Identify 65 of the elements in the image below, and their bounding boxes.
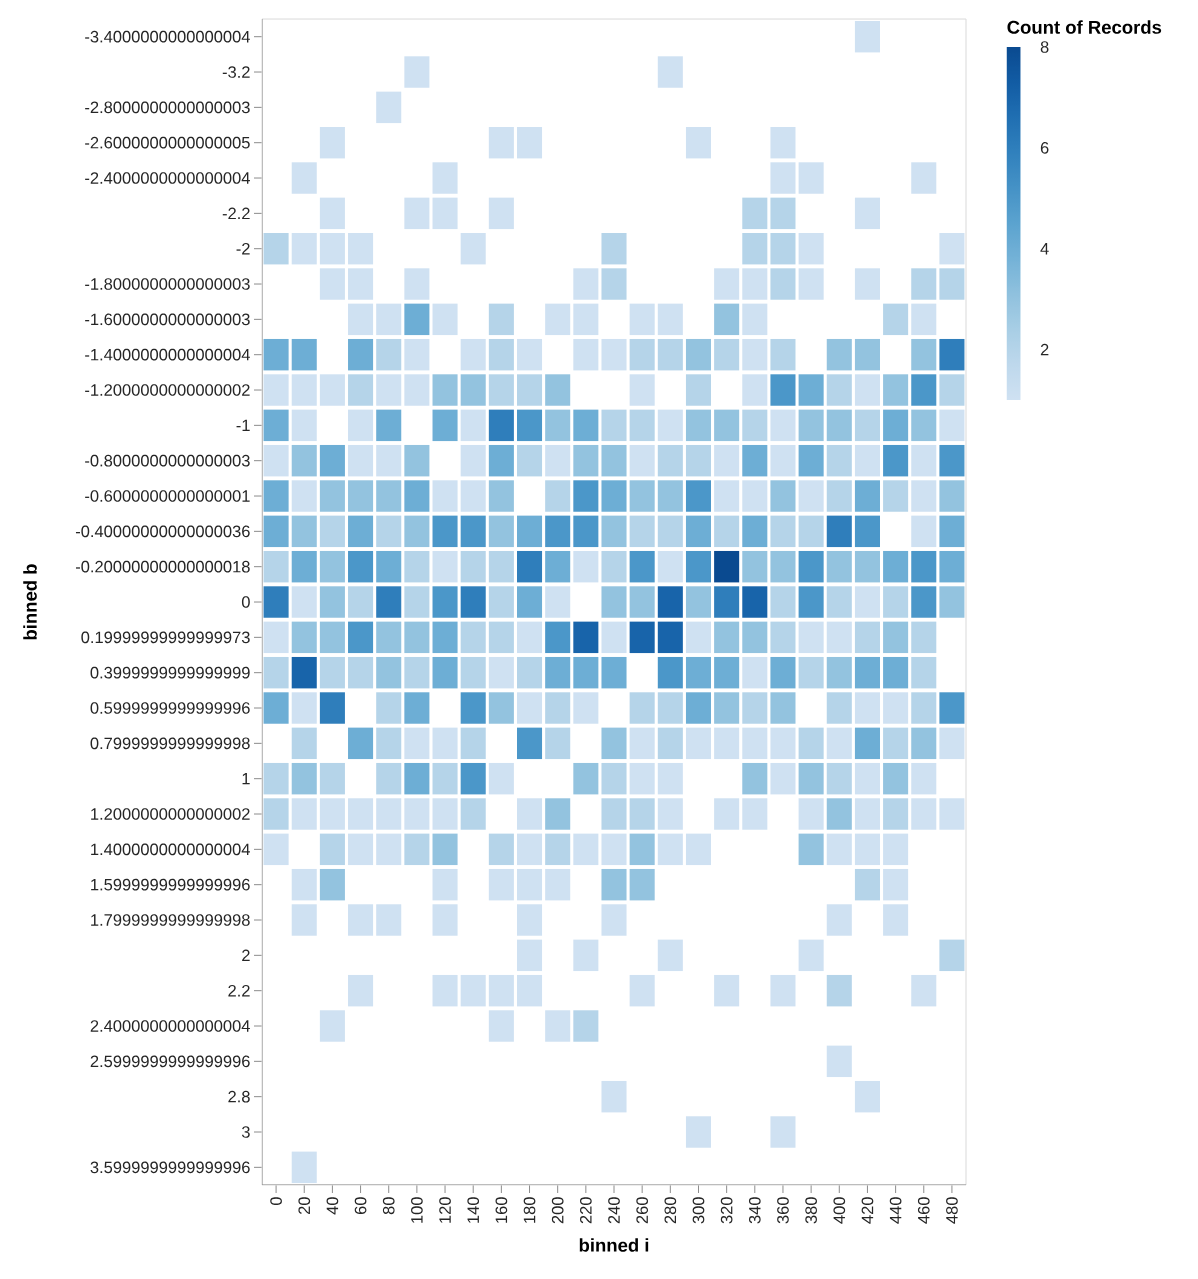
y-tick-label: -2 xyxy=(236,242,250,255)
x-tick-label: 460 xyxy=(917,1197,930,1224)
color-bar-label: 2 xyxy=(1040,343,1049,356)
x-tick-label: 480 xyxy=(946,1197,958,1224)
y-tick-label: 0.3999999999999999 xyxy=(90,666,250,679)
x-tick-label: 440 xyxy=(889,1197,902,1224)
x-tick-label: 320 xyxy=(720,1197,733,1224)
y-tick-label: 1.2000000000000002 xyxy=(91,808,250,820)
y-tick-label: -0.8000000000000003 xyxy=(85,454,250,467)
y-tick-label: -0.40000000000000036 xyxy=(75,525,250,538)
x-axis-title: binned i xyxy=(579,1238,649,1252)
x-tick-label: 40 xyxy=(326,1197,339,1215)
y-tick-label: 1.7999999999999998 xyxy=(91,914,250,926)
x-tick-label: 360 xyxy=(777,1197,789,1224)
y-tick-label: 0.5999999999999996 xyxy=(90,702,250,714)
x-tick-label: 200 xyxy=(551,1197,564,1224)
x-tick-label: 180 xyxy=(523,1197,536,1223)
x-tick-label: 220 xyxy=(580,1197,592,1224)
x-tick-label: 160 xyxy=(495,1197,508,1223)
y-tick-label: 0.7999999999999998 xyxy=(90,737,250,750)
y-tick-label: 1.5999999999999996 xyxy=(91,878,250,891)
y-tick-label: -2.6000000000000005 xyxy=(85,136,250,149)
y-tick-label: 0 xyxy=(241,596,250,608)
x-tick-label: 400 xyxy=(833,1197,846,1224)
y-tick-label: -1 xyxy=(236,419,250,432)
y-tick-label: -1.8000000000000003 xyxy=(85,278,250,290)
color-bar-title: Count of Records xyxy=(1007,20,1162,34)
x-tick-label: 280 xyxy=(664,1197,677,1224)
color-bar-label: 8 xyxy=(1040,41,1049,53)
y-tick-label: 2.2 xyxy=(228,984,250,997)
y-axis-title: binned b xyxy=(23,564,37,640)
x-tick-label: 340 xyxy=(748,1197,761,1224)
x-tick-label: 60 xyxy=(354,1197,367,1215)
color-bar-label: 4 xyxy=(1040,243,1049,255)
x-tick-label: 380 xyxy=(805,1197,817,1224)
y-tick-label: 1.4000000000000004 xyxy=(91,843,250,856)
y-tick-label: 2.4000000000000004 xyxy=(90,1020,250,1032)
x-tick-label: 100 xyxy=(411,1197,423,1223)
x-tick-label: 20 xyxy=(298,1197,311,1215)
y-tick-label: 2.8 xyxy=(228,1090,250,1103)
y-tick-label: -1.6000000000000003 xyxy=(85,313,250,326)
y-tick-label: 0.19999999999999973 xyxy=(81,631,250,644)
y-tick-label: -2.2 xyxy=(222,207,250,220)
x-tick-label: 240 xyxy=(608,1197,620,1224)
color-bar-label: 6 xyxy=(1040,142,1049,154)
y-tick-label: 1 xyxy=(242,772,250,785)
x-tick-label: 300 xyxy=(692,1197,705,1224)
y-tick-label: 2.5999999999999996 xyxy=(90,1055,250,1068)
y-tick-label: -3.4000000000000004 xyxy=(85,30,250,43)
x-tick-label: 420 xyxy=(861,1197,874,1224)
x-tick-label: 260 xyxy=(636,1197,648,1224)
y-tick-label: -0.6000000000000001 xyxy=(85,490,250,502)
y-tick-label: -0.20000000000000018 xyxy=(75,560,250,573)
y-tick-label: -1.4000000000000004 xyxy=(85,348,250,361)
x-tick-label: 0 xyxy=(270,1197,282,1206)
y-tick-label: -1.2000000000000002 xyxy=(85,384,250,396)
y-tick-label: -3.2 xyxy=(222,66,250,78)
x-tick-label: 140 xyxy=(467,1197,480,1223)
y-tick-label: 3.5999999999999996 xyxy=(90,1161,250,1174)
y-tick-label: -2.8000000000000003 xyxy=(85,101,250,114)
x-tick-label: 120 xyxy=(439,1197,451,1223)
x-tick-label: 80 xyxy=(382,1197,395,1215)
y-tick-label: 3 xyxy=(241,1126,250,1138)
y-tick-label: 2 xyxy=(242,949,250,962)
y-tick-label: -2.4000000000000004 xyxy=(85,172,250,184)
